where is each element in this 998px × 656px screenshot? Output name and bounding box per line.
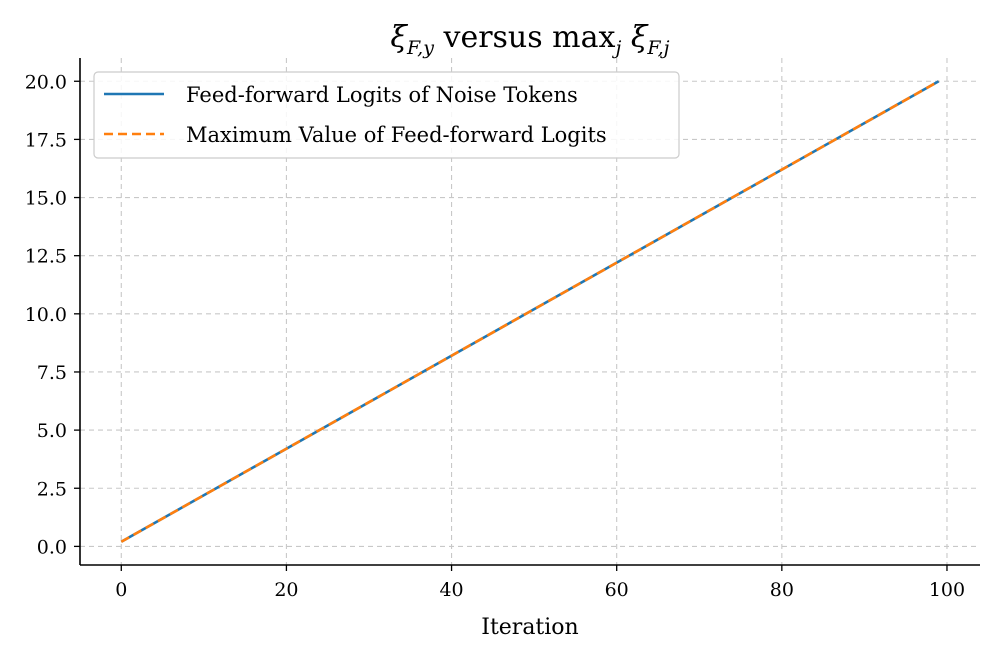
legend-box (93, 71, 680, 159)
y-tick-label-6: 15.0 (25, 188, 67, 210)
legend: Feed-forward Logits of Noise Tokens Maxi… (93, 71, 680, 159)
title-sub-fj: F,j (646, 37, 669, 59)
title-sub-j: j (611, 37, 621, 59)
y-tick-label-0: 0.0 (37, 536, 67, 558)
x-tick-label-1: 20 (274, 579, 298, 601)
y-tick-label-1: 2.5 (37, 478, 67, 500)
y-tick-label-5: 12.5 (25, 246, 67, 268)
title-xi-2: ξ (621, 20, 649, 55)
series-line-1 (120, 80, 940, 543)
x-tick-label-2: 40 (439, 579, 463, 601)
y-tick-label-8: 20.0 (25, 71, 67, 93)
x-axis-label: Iteration (481, 615, 578, 640)
y-tick-label-2: 5.0 (37, 420, 67, 442)
x-tick-label-3: 60 (605, 579, 629, 601)
title-sub-fy: F,y (406, 37, 434, 59)
ticks: 0 20 40 60 80 100 0.0 2.5 5.0 7.5 10.0 12.5 15.0 17.5… (25, 71, 965, 601)
title-middle: versus max (434, 20, 616, 55)
series-lines (120, 80, 940, 543)
x-tick-label-5: 100 (929, 579, 965, 601)
title-xi-1: ξ (390, 20, 408, 55)
y-tick-label-3: 7.5 (37, 362, 67, 384)
y-tick-label-4: 10.0 (25, 304, 67, 326)
legend-label-noise-tokens: Feed-forward Logits of Noise Tokens (186, 83, 578, 107)
axes (79, 58, 980, 566)
legend-label-maximum-value: Maximum Value of Feed-forward Logits (186, 123, 607, 147)
chart-title: ξF,y versus maxj ξF,j (390, 20, 669, 59)
x-tick-label-4: 80 (770, 579, 794, 601)
y-tick-label-7: 17.5 (25, 129, 67, 151)
x-tick-label-0: 0 (115, 579, 127, 601)
